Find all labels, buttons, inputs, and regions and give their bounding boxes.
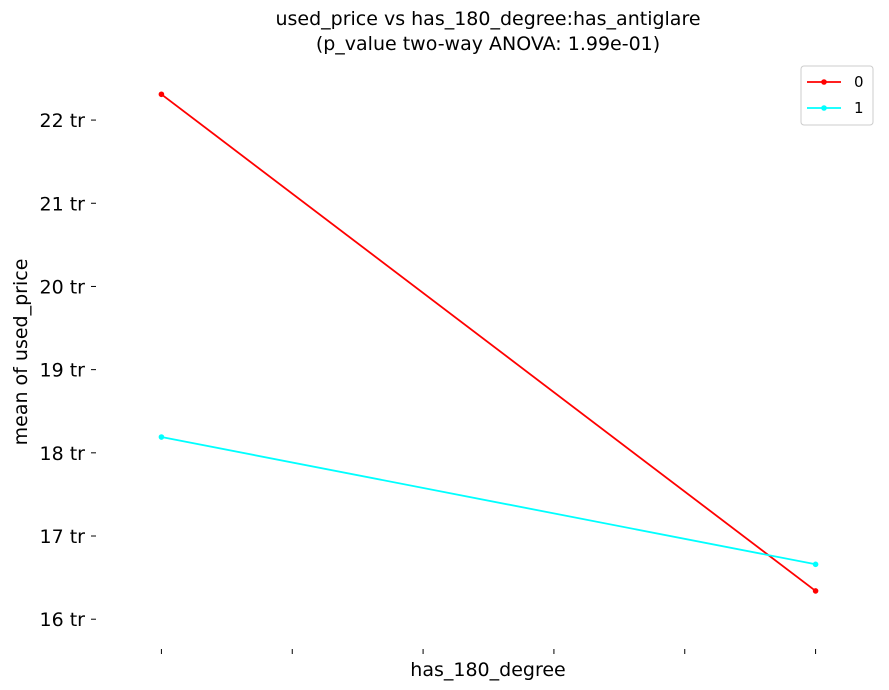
series-layer — [158, 91, 819, 594]
y-tick-label-6: 22 tr — [40, 110, 86, 132]
y-tick-label-5: 21 tr — [40, 193, 86, 215]
legend: 01 — [800, 65, 874, 126]
legend-label-1: 1 — [854, 99, 864, 117]
series-line-0 — [160, 93, 817, 592]
series-line-1 — [161, 436, 816, 566]
y-tick-label-2: 18 tr — [40, 443, 86, 465]
y-axis-label: mean of used_price — [10, 259, 32, 446]
legend-label-0: 0 — [854, 73, 864, 91]
series-0-point-0 — [158, 91, 165, 98]
legend-marker-1 — [821, 105, 827, 111]
y-tick-label-1: 17 tr — [40, 526, 86, 548]
y-axis: 16 tr 17 tr 18 tr 19 tr 20 tr 21 tr 22 tr — [40, 110, 96, 631]
y-tick-label-4: 20 tr — [40, 276, 86, 298]
series-0-point-1 — [812, 588, 819, 594]
y-tick-label-0: 16 tr — [40, 609, 86, 631]
x-axis — [160, 649, 817, 654]
x-axis-label: has_180_degree — [410, 659, 565, 681]
y-tick-label-3: 19 tr — [40, 360, 86, 382]
series-1-point-0 — [158, 434, 165, 440]
chart-title-line-1: used_price vs has_180_degree:has_antigla… — [275, 8, 700, 30]
series-1-point-1 — [812, 561, 819, 568]
legend-box — [800, 65, 874, 126]
chart-title-line-2: (p_value two-way ANOVA: 1.99e-01) — [316, 33, 660, 55]
legend-marker-0 — [821, 79, 827, 85]
